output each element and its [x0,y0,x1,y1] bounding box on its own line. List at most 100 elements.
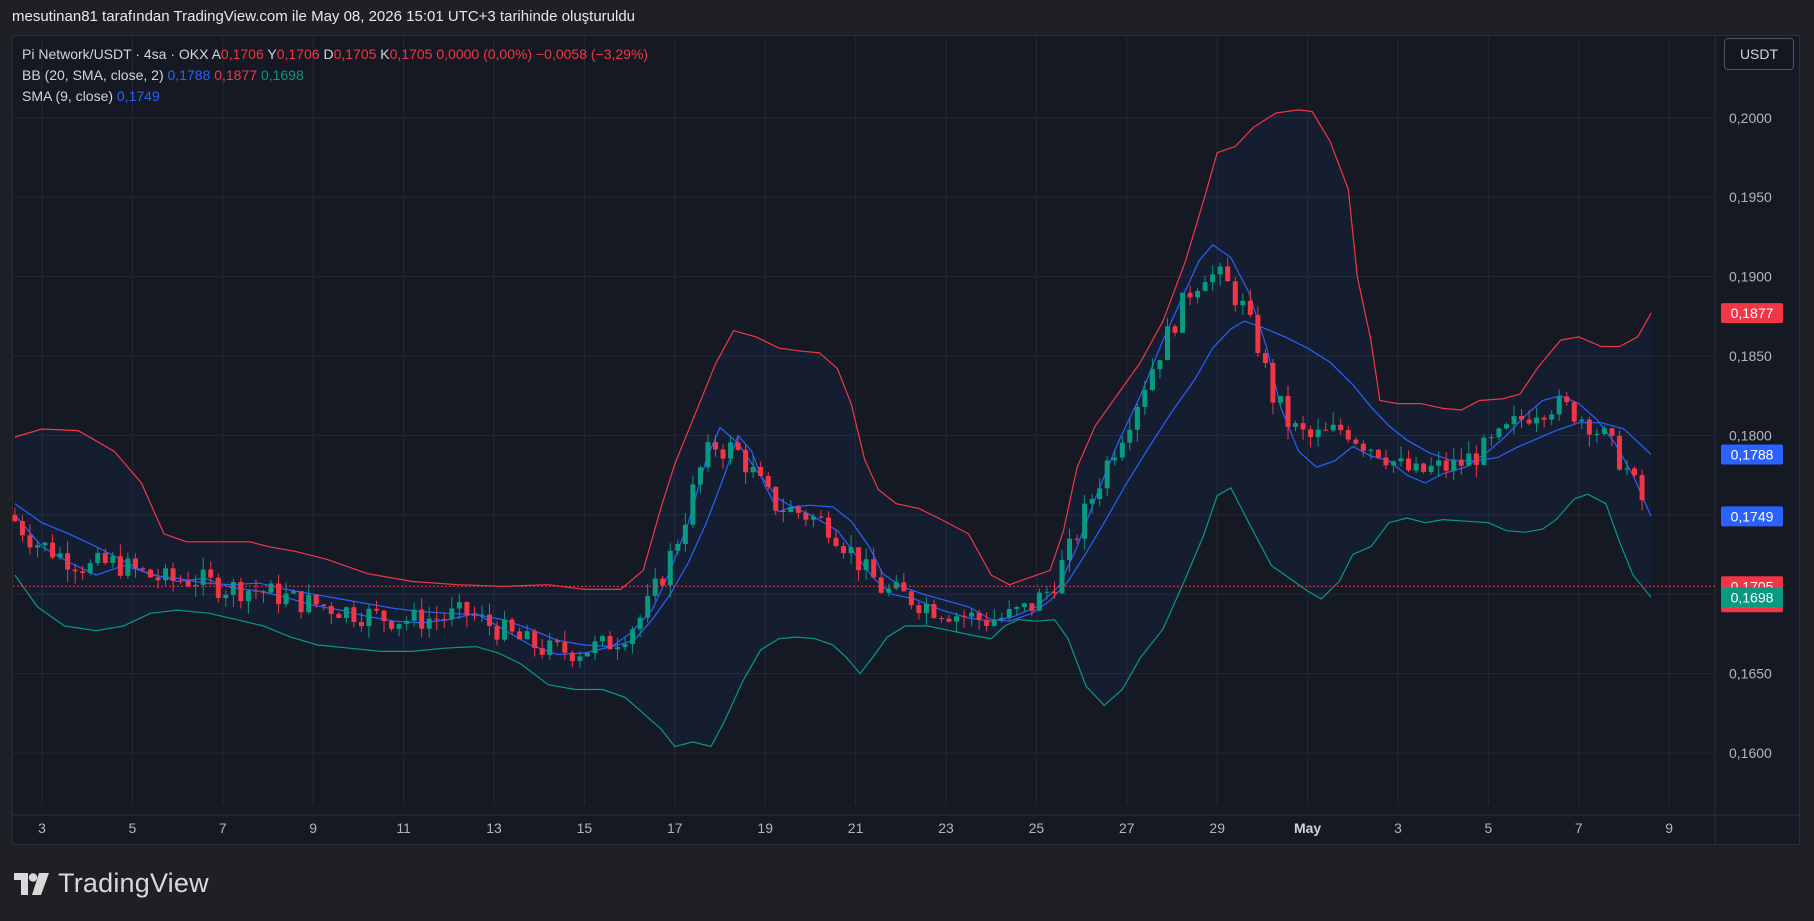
candle-body [954,616,960,622]
price-badge [1721,444,1783,465]
candle-body [411,609,417,621]
candle-body [969,612,975,617]
candle-body [607,636,613,650]
currency-unit-button[interactable]: USDT [1724,38,1794,70]
candle-body [291,591,297,594]
legend-ohlc: Pi Network/USDT · 4sa · OKX A0,1706 Y0,1… [22,44,648,65]
x-tick-label: 29 [1209,820,1225,836]
bollinger-band-fill [14,109,1652,747]
candle-body [1436,460,1442,466]
candle-body [569,652,575,662]
close-value: 0,1705 [389,46,433,62]
candle-body [938,618,944,620]
candle-body [1210,274,1216,283]
x-tick-label: 17 [667,820,683,836]
x-tick-label: 13 [486,820,502,836]
candle-body [1195,290,1201,298]
candle-body [562,642,568,653]
candle-body [547,640,553,655]
candle-body [532,631,538,649]
candle-body [946,618,952,622]
candle-body [238,582,244,602]
candle-body [1217,266,1223,275]
candle-body [878,577,884,593]
low-label: D [323,46,334,62]
candle-body [1247,300,1253,315]
candle-body [1496,428,1502,438]
candle-body [788,506,794,512]
candle-body [1534,417,1540,424]
candle-body [1059,560,1065,594]
candle-body [298,591,304,613]
bb-label[interactable]: BB (20, SMA, close, 2) [22,67,164,83]
time-axis[interactable]: 3 5 7 9 11 13 15 17 19 21 23 25 27 29 May 3 5 7 9 [38,820,1673,836]
candle-body [1202,282,1208,291]
candle-body [95,552,101,564]
candle-body [1089,498,1095,504]
candle-body [622,644,628,648]
candle-body [871,559,877,578]
candle-body [901,582,907,592]
candle-body [554,640,560,643]
candle-body [276,583,282,605]
candle-body [1368,449,1374,451]
candle-body [1021,603,1027,608]
x-tick-label: 3 [38,820,46,836]
brand-name: TradingView [58,868,209,898]
legend-sma: SMA (9, close) 0,1749 [22,86,648,107]
candle-body [810,516,816,520]
price-badge-label: 0,1877 [1731,305,1774,321]
candle-body [750,466,756,473]
y-tick-label: 0,1850 [1729,348,1772,364]
candle-body [765,475,771,487]
candle-body [396,623,402,629]
candle-body [1481,437,1487,465]
candle-body [758,466,764,476]
candle-body [524,631,530,640]
candle-body [961,616,967,618]
candle-body [200,569,206,585]
candle-body [1293,423,1299,427]
candle-body [1473,453,1479,465]
candle-body [351,607,357,622]
candle-body [1157,360,1163,370]
sma-label[interactable]: SMA (9, close) [22,88,114,104]
candle-body [1556,396,1562,415]
candle-body [215,577,221,599]
candle-body [1164,326,1170,361]
candle-body [630,629,636,645]
candle-body [1488,437,1494,439]
x-tick-label: 25 [1029,820,1045,836]
bb-upper-line [14,109,1652,590]
candle-body [509,619,515,632]
candle-body [599,636,605,642]
candle-body [1255,314,1261,354]
candle-body [358,621,364,627]
price-axis[interactable]: 0,16000,16500,17000,17500,18000,18500,19… [1729,110,1772,761]
candle-body [1044,591,1050,593]
candle-body [1421,463,1427,473]
candle-body [848,547,854,554]
bb-lower-line [14,486,1652,748]
candle-body [1443,460,1449,471]
chart-caption: mesutinan81 tarafından TradingView.com i… [12,8,636,25]
symbol-label[interactable]: Pi Network/USDT · 4sa · OKX [22,46,209,62]
candle-body [404,620,410,624]
candle-body [931,603,937,619]
candle-body [12,514,18,522]
candle-body [517,631,523,640]
candle-body [1579,419,1585,422]
open-label: A [211,46,221,62]
candle-body [697,467,703,485]
candle-body [592,641,598,654]
tradingview-brand[interactable]: TradingView [14,868,209,899]
candle-body [50,542,56,558]
bb-upper-value: 0,1877 [214,67,258,83]
x-tick-label: 7 [1575,820,1583,836]
candle-body [923,603,929,614]
price-badge-label: 0,1749 [1731,508,1774,524]
y-tick-label: 0,1600 [1729,745,1772,761]
candle-body [991,619,997,626]
